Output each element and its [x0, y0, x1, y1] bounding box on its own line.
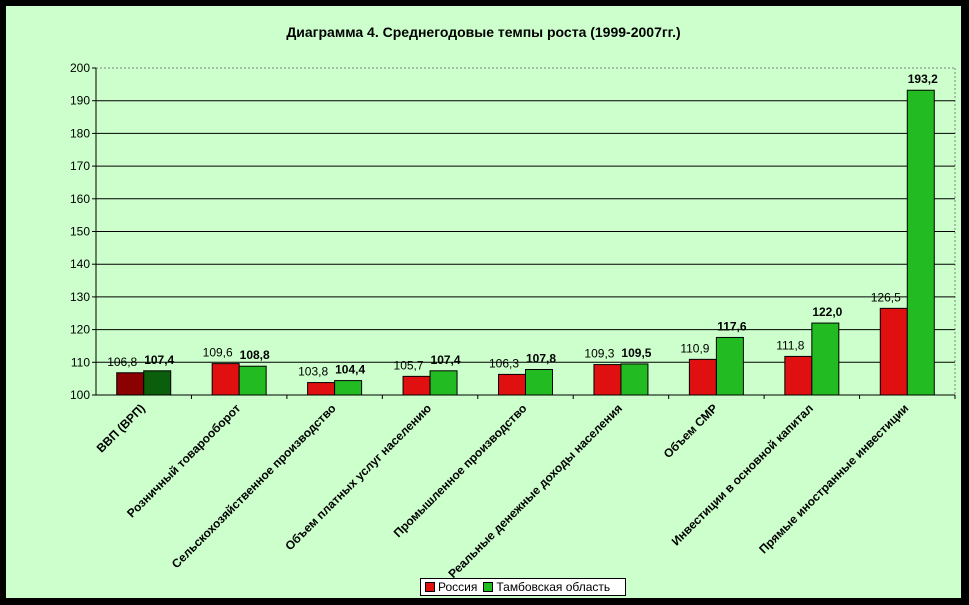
bar-russia — [688, 358, 717, 396]
chart-frame: Диаграмма 4. Среднегодовые темпы роста (… — [6, 6, 961, 598]
category-label: Реальные денежные доходы населения — [445, 401, 625, 581]
data-label-tambov: 107,8 — [526, 351, 556, 365]
legend-swatch-tambov — [483, 582, 494, 592]
data-label-russia: 110,9 — [680, 341, 709, 355]
category-label: ВВП (ВРП) — [94, 401, 148, 455]
legend-label-tambov: Тамбовская область — [496, 580, 611, 594]
y-tick-label: 110 — [71, 355, 90, 369]
data-label-russia: 106,3 — [489, 356, 519, 370]
category-label: Прямые иностранные инвестиции — [756, 401, 911, 556]
category-label: Объем СМР — [661, 401, 721, 461]
data-label-tambov: 108,8 — [240, 348, 270, 362]
data-label-tambov: 109,5 — [621, 346, 651, 360]
bar-tambov — [143, 370, 172, 396]
data-label-tambov: 104,4 — [335, 363, 365, 377]
category-label: Сельскохозяйственное производство — [169, 401, 339, 571]
data-label-tambov: 117,6 — [717, 319, 747, 333]
legend-swatch-russia — [425, 582, 435, 592]
data-label-tambov: 122,0 — [812, 305, 842, 319]
y-tick-label: 190 — [70, 94, 90, 108]
y-tick-label: 150 — [70, 225, 90, 239]
data-label-tambov: 107,4 — [144, 353, 174, 367]
bar-chart: 100 110 120 130 140 150 160 170 180 190 200 106,8 10… — [70, 61, 956, 581]
bar-tambov — [715, 336, 744, 396]
bar-tambov — [238, 365, 267, 396]
data-label-russia: 126,5 — [871, 290, 901, 304]
bar-russia — [498, 373, 526, 396]
data-label-russia: 109,6 — [203, 346, 233, 360]
y-tick-label: 100 — [70, 388, 90, 402]
data-label-tambov: 107,4 — [431, 353, 461, 367]
y-tick-label: 120 — [70, 323, 90, 337]
y-tick-label: 160 — [70, 192, 90, 206]
data-label-russia: 111,8 — [776, 338, 805, 352]
legend-entry-tambov: Тамбовская область — [483, 580, 610, 594]
bar-russia — [402, 375, 431, 396]
bar-russia — [211, 363, 240, 396]
bar-russia — [307, 382, 336, 396]
category-label: Розничный товарооборот — [124, 401, 243, 520]
bar-tambov — [811, 322, 840, 396]
data-label-russia: 106,8 — [107, 355, 137, 369]
bar-russia — [116, 372, 145, 396]
y-tick-label: 140 — [70, 257, 90, 271]
y-tick-label: 180 — [70, 126, 90, 140]
data-label-russia: 105,7 — [394, 358, 424, 372]
bar-tambov — [429, 370, 458, 396]
legend-entry-russia: Россия — [425, 580, 477, 594]
chart-title: Диаграмма 4. Среднегодовые темпы роста (… — [286, 24, 681, 40]
bar-russia — [784, 355, 813, 396]
bar-tambov — [525, 368, 553, 396]
data-label-russia: 103,8 — [298, 365, 328, 379]
y-tick-label: 130 — [70, 290, 90, 304]
bar-tambov — [620, 363, 649, 396]
legend-label-russia: Россия — [438, 580, 478, 594]
data-label-russia: 109,3 — [584, 347, 614, 361]
data-label-tambov: 193,2 — [908, 72, 938, 86]
legend: Россия Тамбовская область — [420, 578, 626, 596]
bar-tambov — [906, 89, 935, 396]
bar-russia — [879, 307, 908, 396]
y-tick-label: 170 — [70, 159, 90, 173]
bar-russia — [593, 364, 622, 396]
y-tick-label: 200 — [70, 61, 90, 75]
bar-tambov — [334, 380, 363, 396]
